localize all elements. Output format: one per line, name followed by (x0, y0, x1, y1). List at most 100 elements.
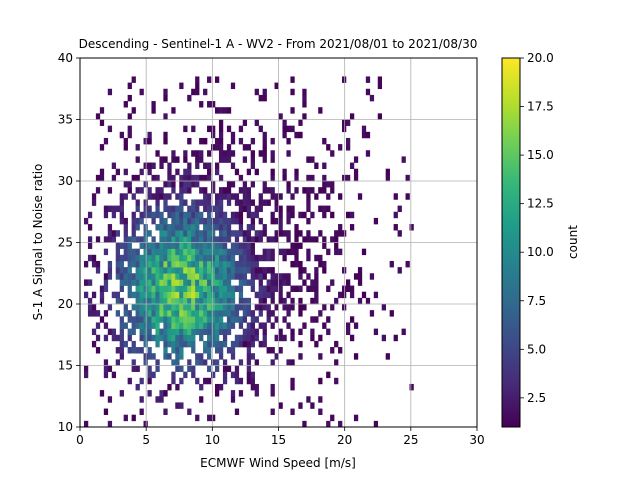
heatmap-cell (278, 224, 283, 231)
heatmap-cell (214, 347, 220, 354)
heatmap-cell (183, 248, 188, 256)
heatmap-cell (230, 193, 236, 200)
heatmap-cell (195, 316, 200, 323)
heatmap-cell (199, 353, 204, 360)
heatmap-cell (262, 137, 267, 145)
heatmap-cell (234, 310, 240, 317)
heatmap-cell (151, 316, 156, 323)
heatmap-cell (298, 211, 303, 219)
heatmap-cell (135, 383, 140, 391)
heatmap-cell (222, 107, 228, 114)
heatmap-cell (183, 285, 188, 292)
heatmap-cell (203, 267, 208, 274)
heatmap-cell (242, 340, 248, 348)
heatmap-cell (246, 279, 252, 286)
heatmap-cell (250, 217, 255, 225)
heatmap-cell (298, 285, 303, 292)
heatmap-cell (222, 371, 228, 379)
heatmap-cell (211, 322, 216, 329)
heatmap-cell (119, 199, 124, 206)
heatmap-cell (187, 181, 192, 188)
heatmap-cell (179, 242, 184, 249)
heatmap-cell (238, 187, 244, 194)
heatmap-cell (107, 328, 113, 336)
heatmap-cell (87, 297, 93, 305)
heatmap-cell (91, 310, 97, 317)
heatmap-cell (314, 254, 319, 262)
heatmap-cell (179, 285, 184, 292)
heatmap-cell (207, 76, 212, 83)
heatmap-cell (338, 144, 343, 151)
heatmap-cell (234, 316, 240, 323)
heatmap-cell (187, 316, 192, 323)
heatmap-cell (131, 328, 136, 336)
heatmap-cell (298, 119, 303, 126)
heatmap-cell (179, 267, 184, 274)
heatmap-cell (342, 285, 347, 292)
heatmap-cell (278, 334, 283, 342)
heatmap-cell (167, 242, 172, 249)
heatmap-cell (143, 181, 148, 188)
heatmap-cell (254, 230, 259, 237)
heatmap-cell (214, 279, 220, 286)
heatmap-cell (183, 267, 188, 274)
heatmap-cell (322, 205, 327, 213)
heatmap-cell (159, 254, 164, 262)
heatmap-cell (199, 316, 204, 323)
heatmap-cell (282, 316, 287, 323)
heatmap-cell (143, 420, 148, 427)
heatmap-cell (115, 168, 120, 176)
heatmap-cell (191, 304, 196, 311)
heatmap-cell (131, 316, 136, 323)
heatmap-cell (163, 217, 168, 225)
heatmap-cell (345, 144, 351, 151)
heatmap-cell (318, 187, 323, 194)
heatmap-cell (214, 285, 220, 292)
heatmap-cell (230, 254, 236, 262)
heatmap-cell (131, 107, 136, 114)
heatmap-cell (183, 371, 188, 379)
heatmap-cell (83, 365, 89, 372)
heatmap-cell (195, 217, 200, 225)
heatmap-cell (226, 125, 232, 133)
heatmap-cell (409, 224, 414, 231)
heatmap-cell (135, 297, 140, 305)
heatmap-cell (167, 273, 172, 280)
heatmap-cell (294, 187, 299, 194)
heatmap-cell (286, 359, 291, 366)
heatmap-cell (322, 242, 327, 249)
heatmap-cell (306, 285, 311, 292)
heatmap-cell (242, 260, 248, 268)
heatmap-cell (203, 347, 208, 354)
heatmap-cell (127, 285, 132, 292)
heatmap-cell (214, 390, 220, 397)
heatmap-cell (218, 199, 224, 206)
heatmap-cell (127, 334, 132, 342)
heatmap-cell (254, 88, 259, 96)
heatmap-cell (199, 217, 204, 225)
heatmap-cell (218, 125, 224, 133)
x-tick-label: 10 (205, 433, 220, 447)
heatmap-cell (214, 316, 220, 323)
heatmap-cell (274, 193, 279, 200)
heatmap-cell (274, 205, 279, 213)
heatmap-cell (119, 353, 124, 360)
heatmap-cell (207, 267, 212, 274)
heatmap-cell (357, 193, 363, 200)
heatmap-cell (218, 230, 224, 237)
heatmap-cell (163, 199, 168, 206)
heatmap-cell (107, 396, 113, 403)
heatmap-cell (175, 224, 180, 231)
heatmap-cell (294, 230, 299, 237)
heatmap-cell (306, 174, 311, 182)
heatmap-cell (123, 168, 128, 176)
heatmap-cell (218, 174, 224, 182)
heatmap-cell (306, 193, 311, 200)
heatmap-cell (286, 230, 291, 237)
heatmap-cell (131, 414, 136, 422)
heatmap-cell (274, 82, 279, 90)
heatmap-cell (234, 285, 240, 292)
heatmap-cell (147, 137, 152, 145)
heatmap-cell (238, 137, 244, 145)
heatmap-cells (83, 76, 414, 427)
